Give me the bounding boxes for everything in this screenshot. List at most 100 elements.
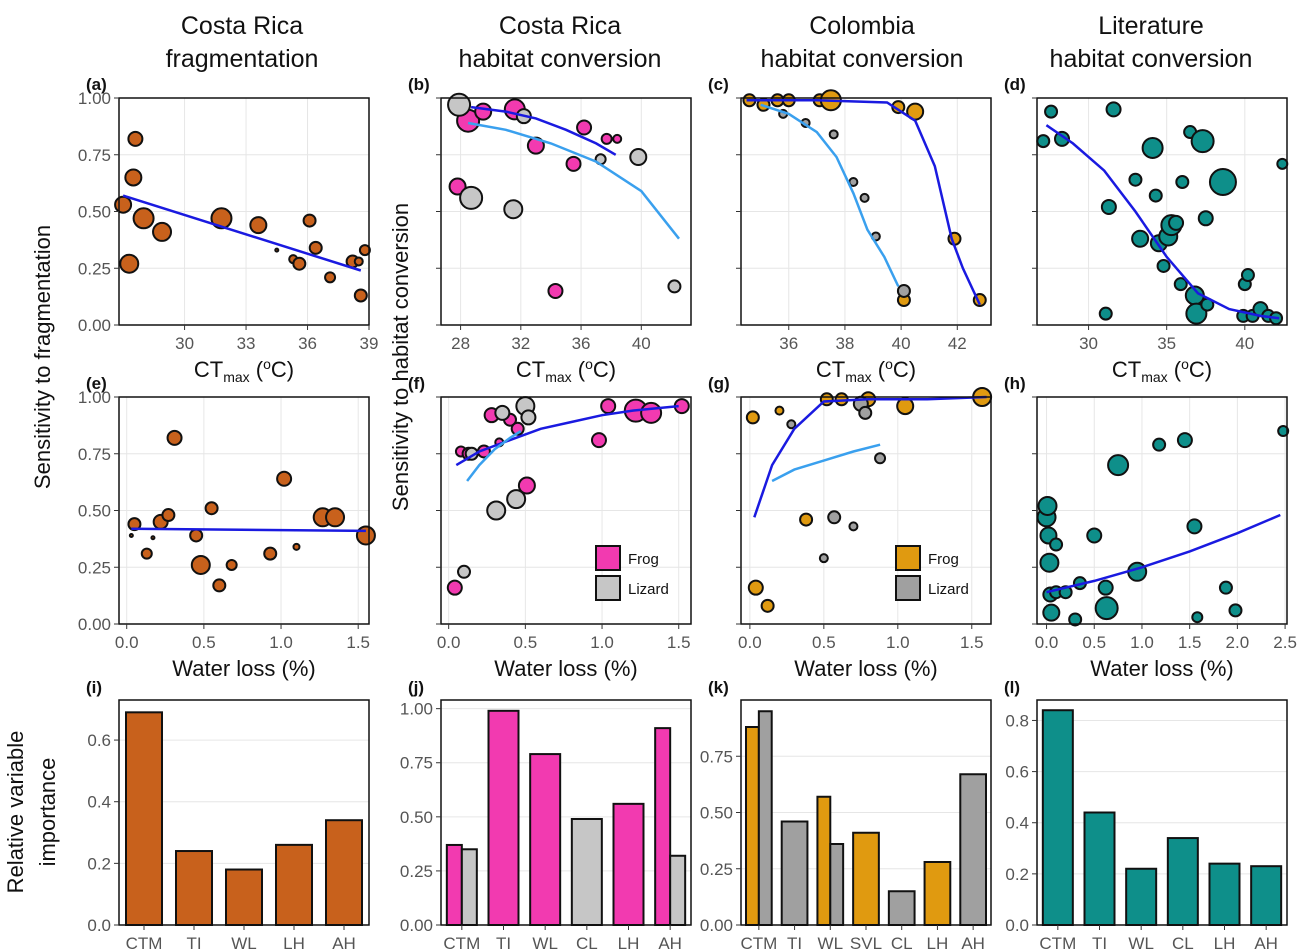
data-point [520,409,537,426]
data-point [1100,198,1117,215]
data-point [565,155,582,172]
column-title-3-line-1: Colombia [809,12,915,40]
data-point [547,282,564,299]
y-tick-label: 0.25 [78,558,111,577]
data-point [302,213,317,228]
fit-line [771,443,881,483]
y-tick-label: 1.00 [78,388,111,407]
x-tick-label: WL [532,934,558,952]
panel-k: (k) CTM TI WL SVL CL LH AH 0.00 0.25 0.50 0.75 [700,678,992,952]
x-tick-label: 0.5 [1082,633,1106,652]
bar [1125,867,1158,926]
data-point [590,432,607,449]
panel-label: (b) [408,75,430,94]
x-tick-label: AH [1254,934,1278,952]
x-tick-label: CTM [740,934,777,952]
y-tick-label: 0.75 [78,445,111,464]
data-point [1240,268,1255,283]
bar [1250,865,1283,926]
x-tick-label: 1.5 [346,633,370,652]
x-axis-label: Water loss (%) [494,656,637,681]
legend-label: Frog [928,551,959,568]
data-point [1037,495,1058,516]
x-tick-label: 0.5 [812,633,836,652]
y-tick-label: 0.50 [700,804,733,823]
data-point [457,564,472,579]
data-point [1191,611,1204,624]
x-tick-label: 36 [298,334,317,353]
data-point [896,283,911,298]
data-point [161,508,176,523]
panel-g: (g) 0.0 0.5 1.0 1.5 Water loss (%) Frog Lizard [708,374,993,681]
data-point [189,528,204,543]
data-point [486,500,507,521]
y-tick-label: 0.25 [700,860,733,879]
x-tick-label: 30 [1079,334,1098,353]
panel-label: (f) [408,374,425,393]
x-tick-label: LH [1214,934,1236,952]
data-point [1218,580,1233,595]
ylabel-importance-line-2: importance [35,758,60,867]
x-tick-label: 33 [237,334,256,353]
data-point [448,177,467,196]
x-tick-label: 36 [779,334,798,353]
panel-d: (d) 30 35 40 CTmax (oC) [1004,75,1289,385]
data-point [1094,596,1119,621]
panel-l: (l) CTM TI WL CL LH AH 0.0 0.2 0.4 0.6 0.8 [1004,678,1288,952]
data-point [274,247,280,253]
data-point [747,579,764,596]
column-title-2-line-2: habitat conversion [459,45,662,73]
x-tick-label: LH [618,934,640,952]
data-point [212,578,227,593]
bar [175,850,213,927]
data-point [1107,454,1130,477]
fit-line [1046,513,1281,594]
data-point [325,507,346,528]
bar [829,843,845,926]
x-tick-label: 35 [1157,334,1176,353]
legend-swatch [895,545,921,571]
data-point [1185,302,1208,325]
data-point [576,119,593,136]
data-point [1175,174,1190,189]
data-point [150,535,156,541]
bar [1166,837,1199,926]
data-point [124,168,143,187]
data-point [358,244,371,257]
panel-label: (j) [408,678,424,697]
x-tick-label: 40 [1235,334,1254,353]
data-point [1168,214,1185,231]
data-point [1277,425,1290,438]
y-tick-label: 0.2 [87,854,111,873]
data-point [1131,229,1150,248]
fit-line [122,194,362,272]
data-point [1156,258,1171,273]
legend-swatch [595,575,621,601]
panel-j: (j) CTM TI WL CL LH AH 0.00 0.25 0.50 0.75 1.00 [400,678,692,952]
bar [745,726,760,926]
bar [325,819,363,927]
data-point [600,132,613,145]
data-point [600,398,617,415]
x-tick-label: 42 [948,334,967,353]
x-tick-label: 2.5 [1273,633,1297,652]
legend-label: Lizard [928,581,969,598]
data-point [353,288,368,303]
x-tick-label: WL [231,934,257,952]
bar [445,843,463,926]
panel-e: (e) 0.0 0.5 1.0 1.5 Water loss (%) 0.00 0.25 0.5… [78,374,376,681]
bar [570,817,603,926]
data-point [127,130,144,147]
panel-h: (h) 0.0 0.5 1.0 1.5 2.0 2.5 Water loss (%) [1004,374,1297,681]
bar [460,848,478,927]
x-axis-label: CTmax (oC) [1112,356,1212,385]
x-tick-label: 0.5 [514,633,538,652]
data-point [140,547,153,560]
y-tick-label: 0.00 [78,316,111,335]
plot-frame [440,699,692,926]
column-title-4-line-2: habitat conversion [1050,45,1253,73]
y-tick-label: 0.00 [78,615,111,634]
y-tick-label: 0.2 [1005,865,1029,884]
data-point [1190,129,1215,154]
panel-label: (d) [1004,75,1026,94]
